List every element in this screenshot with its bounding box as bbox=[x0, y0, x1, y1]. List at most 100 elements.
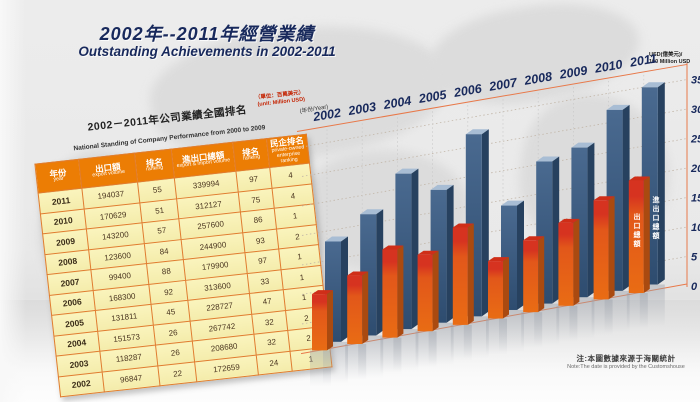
bar-reflection bbox=[310, 350, 331, 387]
y-tick-label: 35 bbox=[691, 75, 700, 87]
bar-group-2004 bbox=[380, 168, 419, 374]
bar-reflection bbox=[415, 331, 437, 368]
bar-reflection bbox=[626, 293, 648, 330]
y-tick-label: 15 bbox=[691, 193, 700, 205]
bar-group-2007 bbox=[486, 200, 524, 355]
bar-total-side-face bbox=[622, 104, 630, 291]
source-note-en: Note:The date is provided by the Customs… bbox=[567, 363, 685, 370]
year-label: 2007 bbox=[487, 75, 519, 94]
bar-total-top-face bbox=[641, 82, 665, 88]
bar-total-top-face bbox=[430, 184, 454, 190]
bar-export bbox=[382, 249, 398, 338]
bar-reflection bbox=[486, 318, 507, 355]
bar-export bbox=[488, 261, 503, 319]
bar-total-side-face bbox=[376, 209, 384, 336]
year-label: 2011 bbox=[628, 51, 658, 69]
bar-reflection bbox=[556, 305, 578, 342]
bar-export-top-face bbox=[312, 290, 333, 295]
bar-export bbox=[452, 227, 468, 325]
y-tick-label: 30 bbox=[691, 104, 700, 116]
bar-total-top-face bbox=[360, 209, 384, 215]
bar-export-top-face bbox=[628, 176, 650, 181]
left-edge-highlight bbox=[0, 0, 26, 402]
y-tick-label: 20 bbox=[690, 163, 700, 175]
bar-reflection bbox=[591, 299, 613, 336]
bar-reflection bbox=[345, 343, 367, 380]
bar-group-2002 bbox=[310, 236, 348, 387]
bar-export-side-face bbox=[538, 236, 545, 313]
bar-export bbox=[347, 275, 363, 344]
bar-group-2006 bbox=[450, 129, 489, 361]
bar-export-side-face bbox=[608, 196, 615, 300]
legend-total-label: 進出口總額 bbox=[652, 196, 659, 241]
bar-export-side-face bbox=[397, 245, 404, 338]
year-label: 2003 bbox=[346, 100, 377, 119]
bar-export-top-face bbox=[523, 236, 545, 241]
unit-label: 100 Million USD bbox=[649, 59, 690, 65]
bar-total-side-face bbox=[446, 184, 454, 323]
bar-group-2009 bbox=[556, 142, 595, 342]
bar-export-side-face bbox=[467, 223, 474, 325]
unit-label: USD(億美元)/ bbox=[649, 50, 683, 58]
bar-total-top-face bbox=[536, 156, 560, 162]
bar-export bbox=[558, 222, 574, 306]
year-label: 2002 bbox=[311, 106, 342, 125]
y-tick-label: 10 bbox=[691, 222, 700, 234]
bar-export-side-face bbox=[503, 257, 509, 319]
bar-export-top-face bbox=[558, 218, 580, 223]
bar-export-side-face bbox=[573, 218, 580, 306]
bar-total-top-face bbox=[325, 236, 348, 242]
bar-group-2003 bbox=[345, 209, 384, 380]
bar-total-top-face bbox=[465, 129, 489, 135]
bar-export-side-face bbox=[362, 271, 369, 344]
year-label: 2009 bbox=[558, 63, 589, 82]
bar-total-top-face bbox=[571, 142, 595, 148]
page-title: 2002年--2011年經營業績 Outstanding Achievement… bbox=[52, 24, 362, 59]
bar-total-side-face bbox=[552, 156, 560, 304]
gridline bbox=[301, 108, 688, 177]
bar-reflection bbox=[450, 324, 472, 361]
bar-export bbox=[417, 254, 433, 332]
year-axis-line bbox=[296, 63, 688, 133]
gridline bbox=[301, 79, 688, 148]
bar-total-side-face bbox=[341, 236, 348, 342]
year-label: 2005 bbox=[417, 87, 449, 106]
bar-export-side-face bbox=[327, 290, 333, 351]
legend-export-label: 出口總額 bbox=[633, 213, 640, 249]
bar-export bbox=[312, 294, 327, 351]
bar-group-2011 bbox=[626, 82, 665, 330]
bar-total-side-face bbox=[657, 82, 665, 285]
source-note-zh: 注:本圖數據來源于海關統計 bbox=[576, 354, 676, 363]
bar-export bbox=[593, 200, 609, 300]
bar-export-top-face bbox=[488, 257, 509, 262]
bar-export-top-face bbox=[417, 250, 439, 255]
bar-total-top-face bbox=[501, 200, 524, 206]
year-label: 2004 bbox=[382, 94, 413, 113]
bar-export bbox=[523, 240, 539, 313]
bar-group-2005 bbox=[415, 184, 454, 368]
bar-export-side-face bbox=[643, 176, 650, 294]
bar-export bbox=[628, 180, 644, 294]
bar-export-side-face bbox=[432, 250, 439, 332]
bar-group-2010 bbox=[591, 104, 630, 336]
gridline bbox=[301, 138, 688, 207]
bar-export-top-face bbox=[452, 223, 474, 228]
bar-total-side-face bbox=[481, 129, 489, 317]
year-label: 2006 bbox=[452, 81, 484, 100]
page-title-en: Outstanding Achievements in 2002-2011 bbox=[78, 44, 336, 60]
year-label: 2008 bbox=[522, 69, 553, 88]
page-title-zh: 2002年--2011年經營業績 bbox=[99, 24, 315, 44]
source-note: 注:本圖數據來源于海關統計 Note:The date is provided … bbox=[552, 354, 700, 371]
bar-total-side-face bbox=[517, 200, 524, 310]
bar-total-side-face bbox=[411, 168, 419, 330]
bar-total-top-face bbox=[606, 104, 630, 110]
bar-group-2008 bbox=[521, 156, 560, 349]
bar-total-side-face bbox=[587, 142, 595, 298]
bar-reflection bbox=[380, 337, 402, 374]
bar-export-top-face bbox=[347, 271, 369, 276]
y-tick-label: 5 bbox=[691, 252, 698, 264]
bar-export-top-face bbox=[382, 245, 404, 250]
year-label: 2010 bbox=[593, 57, 624, 76]
